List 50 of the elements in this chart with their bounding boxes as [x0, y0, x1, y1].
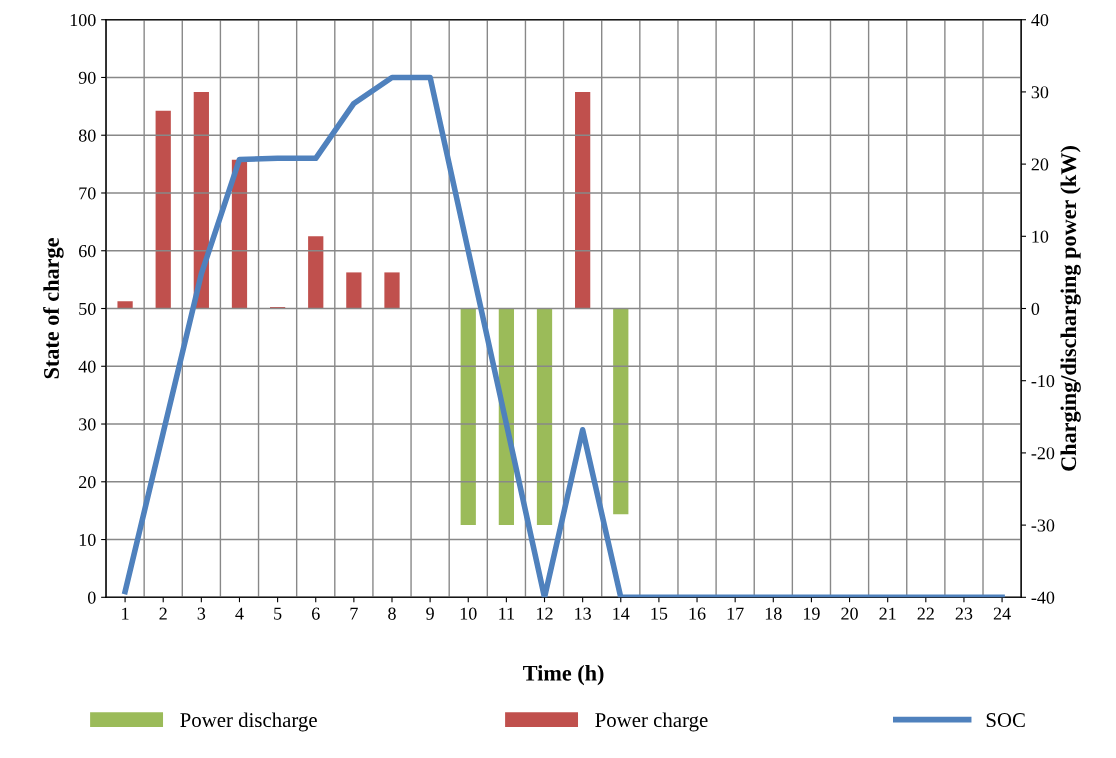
- x-tick-label: 11: [499, 607, 514, 620]
- y-tick-label: 50: [79, 302, 96, 315]
- x-tick-label: 21: [879, 607, 896, 620]
- x-tick-label: 4: [235, 607, 244, 620]
- y2-tick-label: -10: [1031, 374, 1055, 388]
- y-tick-label: 40: [78, 360, 96, 373]
- x-tick-label: 22: [917, 607, 934, 620]
- x-tick-label: 14: [613, 607, 630, 620]
- y2-tick-label: 40: [1031, 13, 1049, 27]
- y-axis-title: State of charge: [43, 238, 64, 379]
- y-tick-label: 100: [70, 13, 96, 27]
- x-tick-label: 6: [312, 607, 320, 620]
- x-tick-label: 24: [993, 607, 1011, 620]
- y2-tick-label: -40: [1031, 591, 1055, 604]
- x-tick-label: 18: [765, 607, 782, 620]
- x-tick-label: 23: [955, 607, 973, 620]
- y2-tick-label: -20: [1031, 447, 1055, 460]
- x-tick-label: 10: [460, 607, 477, 620]
- y2-tick-label: 20: [1031, 158, 1049, 171]
- legend-label: SOC: [986, 713, 1025, 728]
- x-axis-title: Time (h): [523, 665, 604, 686]
- y-tick-label: 30: [79, 418, 96, 431]
- legend-label: Power discharge: [180, 712, 317, 732]
- x-tick-label: 15: [651, 607, 668, 620]
- x-tick-label: 13: [575, 607, 591, 620]
- x-tick-label: 1: [122, 607, 129, 620]
- y-tick-label: 70: [79, 187, 96, 200]
- y2-tick-label: -30: [1031, 519, 1055, 532]
- y-tick-label: 90: [78, 71, 96, 84]
- x-tick-label: 19: [803, 607, 820, 620]
- y2-tick-label: 0: [1031, 302, 1040, 315]
- x-tick-label: 2: [159, 607, 167, 620]
- legend-label: Power charge: [595, 712, 708, 732]
- y-tick-label: 20: [79, 476, 96, 489]
- y-tick-label: 0: [87, 591, 96, 604]
- x-tick-label: 7: [350, 607, 358, 620]
- x-tick-label: 9: [426, 607, 434, 620]
- x-tick-label: 17: [727, 607, 744, 620]
- x-tick-label: 8: [388, 607, 396, 620]
- x-tick-label: 12: [537, 607, 553, 620]
- x-tick-label: 20: [841, 607, 858, 620]
- x-tick-label: 3: [197, 607, 206, 620]
- y-tick-label: 80: [78, 129, 96, 142]
- y-tick-label: 60: [79, 245, 96, 258]
- y2-tick-label: 30: [1031, 86, 1049, 99]
- x-tick-label: 5: [274, 607, 282, 620]
- x-tick-label: 16: [689, 607, 706, 620]
- y-tick-label: 10: [79, 533, 96, 546]
- y2-tick-label: 10: [1032, 230, 1049, 243]
- y2-axis-title: Charging/discharging power (kW): [1060, 146, 1081, 471]
